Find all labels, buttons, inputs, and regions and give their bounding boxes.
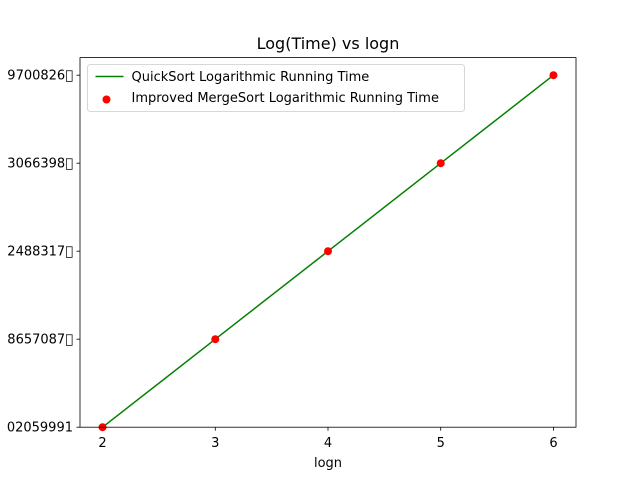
mergesort-point: [211, 335, 220, 344]
mergesort-point: [549, 71, 558, 80]
legend-label: Improved MergeSort Logarithmic Running T…: [132, 91, 439, 106]
x-tick-label: 3: [211, 436, 219, 451]
plot-frame: [79, 57, 577, 428]
x-axis-ticks: 2 3 4 5 6: [98, 427, 558, 451]
legend-box: [87, 64, 465, 112]
y-tick-label: 2488317 : [7, 245, 73, 260]
legend: QuickSort Logarithmic Running Time Improv…: [87, 64, 465, 112]
y-tick-label: 3066398 : [7, 157, 73, 172]
chart-title: Log(Time) vs logn: [257, 34, 400, 53]
mergesort-point: [324, 247, 332, 256]
x-tick-label: 4: [324, 436, 332, 451]
y-tick-label: 02059991: [7, 421, 73, 436]
mergesort-point: [436, 159, 445, 168]
legend-label: QuickSort Logarithmic Running Time: [132, 70, 370, 85]
y-tick-label: 8657087 : [7, 333, 73, 348]
x-tick-label: 2: [98, 436, 106, 451]
x-axis-label: logn: [314, 456, 342, 471]
y-tick-label: 9700826 : [7, 69, 73, 84]
x-tick-label: 6: [549, 436, 557, 451]
y-axis-ticks: 02059991 8657087  2488317  3066398  9700826 : [7, 69, 80, 436]
legend-marker-swatch: [102, 95, 111, 104]
x-tick-label: 5: [437, 436, 445, 451]
plot-area: [80, 57, 576, 428]
